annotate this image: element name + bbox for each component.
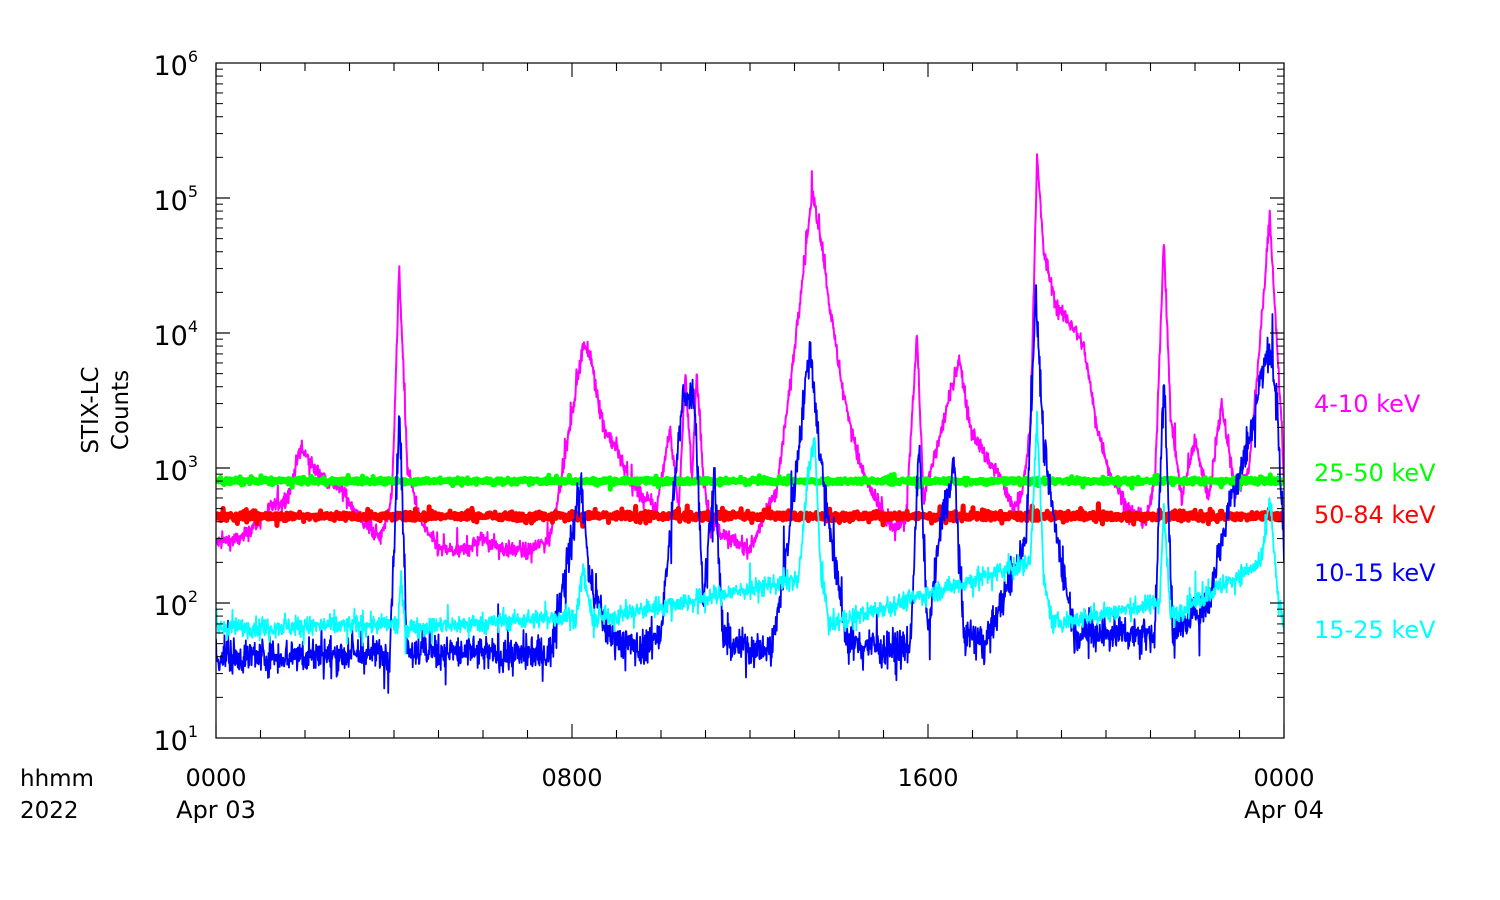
y-tick-label: 101 — [153, 722, 198, 757]
y-tick-label: 106 — [153, 47, 198, 82]
x-tick-label-date: Apr 03 — [176, 796, 256, 824]
legend-label: 10-15 keV — [1314, 559, 1436, 587]
series-layer — [216, 153, 1284, 694]
y-tick-label: 102 — [153, 587, 198, 622]
axis-layer: 101 102 103 104 105 106 0000 Apr 03 0800 1600 0000… — [153, 47, 1323, 824]
series-line-4-10-keV — [216, 153, 1284, 564]
x-axis-row-label-year: 2022 — [20, 798, 79, 824]
x-axis-row-label-time: hhmm — [20, 766, 94, 792]
legend-label: 50-84 keV — [1314, 501, 1436, 529]
series-line-15-25-keV — [216, 410, 1284, 655]
series-line-25-50-keV — [216, 472, 1284, 492]
y-tick-label: 104 — [153, 317, 198, 352]
x-tick-label-time: 0000 — [185, 764, 246, 792]
series-line-50-84-keV — [216, 501, 1284, 529]
legend-label: 15-25 keV — [1314, 616, 1436, 644]
y-axis-label-line-2: Counts — [108, 370, 134, 450]
legend: 4-10 keV 25-50 keV 50-84 keV 10-15 keV 15-25… — [1314, 390, 1436, 644]
legend-label: 4-10 keV — [1314, 390, 1421, 418]
y-axis-label-line-1: STIX-LC — [78, 366, 104, 453]
y-tick-label: 103 — [153, 452, 198, 487]
legend-label: 25-50 keV — [1314, 459, 1436, 487]
series-line-10-15-keV — [216, 284, 1284, 694]
x-tick-label-time: 1600 — [897, 764, 958, 792]
y-tick-label: 105 — [153, 182, 198, 217]
x-tick-label-time: 0000 — [1253, 764, 1314, 792]
x-tick-label-time: 0800 — [541, 764, 602, 792]
x-tick-label-date: Apr 04 — [1244, 796, 1324, 824]
